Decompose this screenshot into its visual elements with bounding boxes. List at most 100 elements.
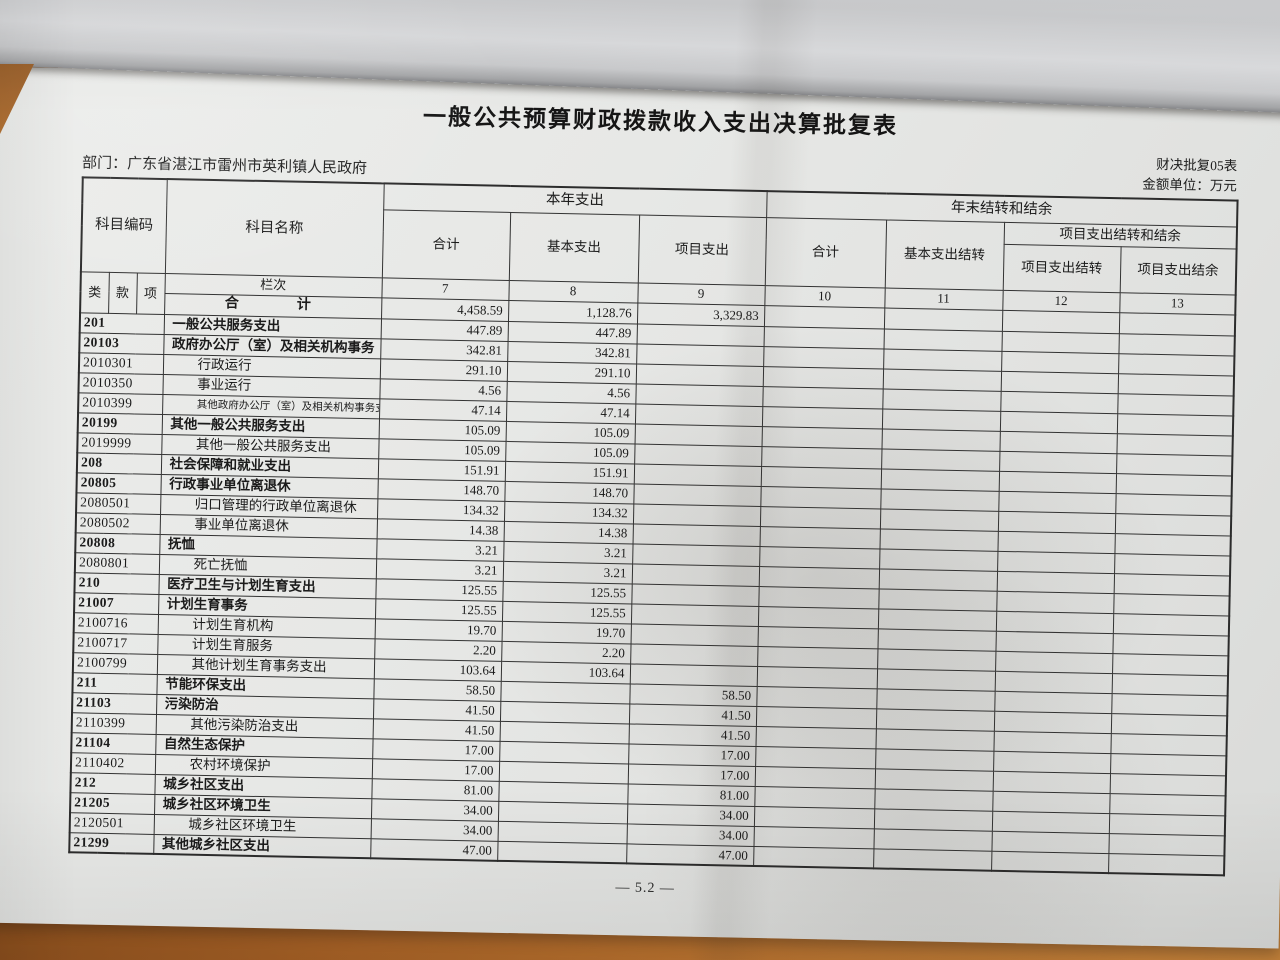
value-cell	[757, 626, 878, 649]
value-cell	[1114, 553, 1231, 576]
value-cell	[763, 305, 885, 329]
value-cell	[1115, 473, 1233, 496]
subject-code-cell: 21103	[72, 692, 157, 715]
value-cell	[1114, 533, 1231, 556]
value-cell	[991, 810, 1110, 834]
value-cell	[993, 750, 1111, 774]
value-cell	[995, 650, 1113, 674]
value-cell	[1000, 370, 1119, 394]
value-cell	[998, 490, 1116, 514]
value-cell	[880, 468, 1000, 491]
value-cell	[1001, 330, 1119, 354]
value-cell	[632, 543, 760, 567]
value-cell	[998, 470, 1117, 494]
document-page: 一般公共预算财政拨款收入支出决算批复表 部门：广东省湛江市雷州市英利镇人民政府 …	[0, 66, 1280, 949]
value-cell: 291.10	[379, 358, 508, 382]
value-cell: 105.09	[378, 418, 506, 442]
value-cell	[1118, 312, 1236, 336]
subject-name-cell: 其他城乡社区支出	[153, 834, 371, 859]
value-cell	[879, 548, 998, 571]
value-cell	[636, 343, 764, 367]
column-number: 12	[1002, 289, 1120, 313]
value-cell	[1115, 493, 1232, 516]
value-cell: 41.50	[373, 698, 501, 721]
subject-code-cell: 2100717	[73, 632, 158, 655]
value-cell	[758, 566, 880, 589]
value-cell	[994, 690, 1112, 714]
value-cell	[995, 610, 1114, 634]
value-cell	[758, 586, 879, 609]
value-cell: 105.09	[505, 441, 635, 464]
value-cell	[878, 568, 998, 591]
value-cell	[1113, 593, 1230, 616]
value-cell	[1117, 373, 1235, 396]
value-cell	[874, 788, 993, 811]
header-basic-carryover: 基本支出结转	[884, 219, 1005, 290]
form-code: 财决批复05表	[1156, 156, 1238, 174]
value-cell	[1116, 433, 1233, 456]
value-cell: 17.00	[628, 743, 756, 767]
value-cell	[1109, 773, 1227, 796]
column-number: 7	[381, 277, 509, 301]
value-cell	[992, 790, 1110, 814]
value-cell: 19.70	[374, 618, 502, 641]
value-cell	[1110, 753, 1227, 776]
value-cell: 125.55	[501, 600, 632, 624]
value-cell	[995, 630, 1113, 654]
value-cell	[877, 628, 996, 651]
value-cell	[497, 820, 627, 844]
value-cell	[631, 563, 760, 587]
value-cell	[1117, 393, 1234, 416]
value-cell: 4,458.59	[381, 297, 509, 322]
value-cell: 3,329.83	[636, 302, 765, 327]
value-cell	[881, 428, 1000, 451]
value-cell	[1118, 333, 1235, 356]
value-cell	[630, 643, 758, 667]
value-cell	[992, 770, 1111, 794]
value-cell: 291.10	[506, 361, 637, 384]
value-cell	[873, 848, 992, 871]
subject-code-cell: 2080801	[74, 552, 160, 575]
value-cell	[1108, 813, 1226, 836]
value-cell: 134.32	[503, 501, 634, 524]
value-cell: 47.14	[505, 401, 636, 424]
value-cell	[881, 448, 1000, 471]
value-cell: 41.50	[628, 703, 757, 727]
value-cell	[761, 406, 883, 429]
value-cell	[499, 740, 629, 764]
value-cell	[1110, 733, 1227, 756]
value-cell	[1001, 350, 1119, 374]
value-cell	[753, 806, 875, 829]
subject-code-cell: 20808	[75, 532, 160, 555]
subject-code-cell: 21007	[74, 592, 159, 615]
subject-code-cell: 2120501	[69, 812, 155, 835]
value-cell	[755, 726, 876, 749]
subject-code-cell: 20103	[79, 332, 164, 355]
value-cell	[997, 550, 1115, 574]
value-cell	[881, 408, 1001, 431]
value-cell	[996, 590, 1114, 614]
subject-code-cell: 2100799	[72, 652, 158, 675]
value-cell: 4.56	[506, 381, 636, 404]
value-cell	[632, 523, 760, 547]
department-line: 部门：广东省湛江市雷州市英利镇人民政府	[81, 155, 368, 178]
value-cell	[883, 307, 1003, 331]
value-cell	[1114, 513, 1232, 536]
value-cell: 2.20	[501, 640, 631, 664]
value-cell	[993, 730, 1111, 754]
value-cell	[1000, 390, 1118, 414]
value-cell	[875, 748, 994, 771]
value-cell: 4.56	[379, 378, 507, 402]
value-cell	[634, 443, 762, 467]
value-cell	[1108, 833, 1225, 856]
subject-code-cell: 2019999	[77, 432, 162, 455]
value-cell: 58.50	[629, 683, 757, 707]
value-cell: 19.70	[501, 620, 631, 644]
column-number: 13	[1119, 292, 1236, 315]
value-cell	[873, 828, 992, 851]
value-cell	[762, 366, 884, 389]
value-cell: 81.00	[627, 783, 755, 807]
subject-code-cell: 210	[74, 572, 159, 595]
value-cell	[1113, 573, 1231, 596]
subject-code-cell: 208	[76, 452, 162, 475]
